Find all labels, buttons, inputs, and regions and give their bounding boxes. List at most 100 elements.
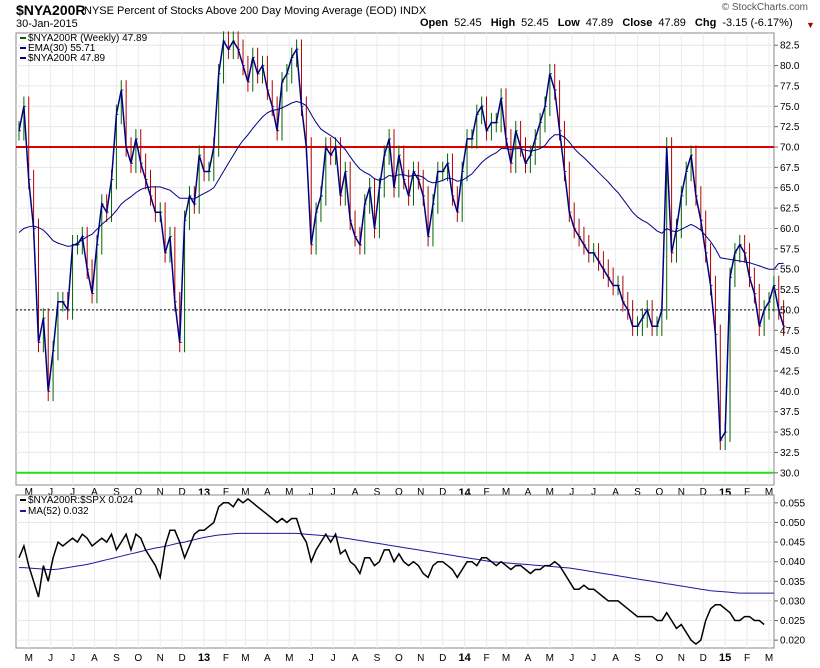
- ratio-x-tick-label: M: [765, 653, 773, 664]
- main-x-tick-label: M: [546, 487, 554, 498]
- chart-date: 30-Jan-2015: [16, 18, 78, 30]
- main-y-tick-label: 77.5: [780, 81, 800, 92]
- main-x-tick-label: A: [352, 487, 359, 498]
- stockcharts-logo: © StockCharts.com: [721, 2, 808, 13]
- main-price-panel: 30.0 32.5 35.0 37.5 40.0 42.5 45.0 47.5 50.0 52.5…: [15, 31, 800, 499]
- main-y-tick-label: 67.5: [780, 163, 800, 174]
- main-x-tick-label: D: [179, 487, 186, 498]
- ratio-x-tick-label: J: [591, 653, 596, 664]
- ratio-x-tick-label: 13: [198, 652, 210, 664]
- low-label: Low: [557, 17, 580, 29]
- ratio-y-tick-label: 0.035: [780, 577, 805, 588]
- ratio-x-tick-label: S: [374, 653, 381, 664]
- open-label: Open: [420, 17, 449, 29]
- ratio-ma-line: [19, 532, 774, 594]
- ratio-y-tick-label: 0.045: [780, 538, 805, 549]
- main-x-tick-label: J: [569, 487, 574, 498]
- main-x-tick-label: N: [678, 487, 685, 498]
- main-y-tick-label: 47.5: [780, 326, 800, 337]
- main-x-tick-label: N: [157, 487, 164, 498]
- main-x-tick-label: M: [241, 487, 249, 498]
- ratio-x-tick-label: M: [285, 653, 293, 664]
- chart-description: NYSE Percent of Stocks Above 200 Day Mov…: [84, 5, 426, 17]
- ratio-x-tick-label: D: [700, 653, 707, 664]
- main-x-tick-label: N: [417, 487, 424, 498]
- ratio-x-tick-label: M: [546, 653, 554, 664]
- high-label: High: [490, 17, 516, 29]
- ratio-x-tick-label: M: [241, 653, 249, 664]
- close-label: Close: [622, 17, 653, 29]
- ratio-x-tick-label: F: [744, 653, 750, 664]
- main-x-tick-label: O: [134, 487, 142, 498]
- main-x-tick-label: M: [502, 487, 510, 498]
- main-x-tick-label: J: [48, 487, 53, 498]
- symbol-label: $NYA200R: [16, 2, 86, 18]
- ratio-x-tick-label: N: [417, 653, 424, 664]
- main-y-tick-label: 75.0: [780, 102, 800, 113]
- chg-label: Chg: [694, 17, 717, 29]
- ratio-series-lines: [18, 497, 774, 646]
- ratio-x-tick-label: A: [91, 653, 98, 664]
- ratio-legend-entry: $NYA200R:$SPX 0.024: [28, 495, 134, 506]
- main-x-tick-label: S: [113, 487, 120, 498]
- close-value: 47.89: [658, 17, 686, 29]
- main-y-tick-label: 82.5: [780, 41, 800, 52]
- main-y-tick-label: 57.5: [780, 244, 800, 255]
- main-x-tick-label: J: [331, 487, 336, 498]
- main-x-tick-label: F: [744, 487, 750, 498]
- main-x-tick-label: J: [591, 487, 596, 498]
- main-y-tick-label: 65.0: [780, 183, 800, 194]
- main-x-tick-label: O: [395, 487, 403, 498]
- ratio-x-tick-label: N: [157, 653, 164, 664]
- main-reference-lines: [16, 146, 774, 474]
- main-x-tick-label: D: [700, 487, 707, 498]
- ratio-x-tick-label: N: [678, 653, 685, 664]
- main-y-tick-label: 52.5: [780, 285, 800, 296]
- main-x-tick-label: M: [25, 487, 33, 498]
- main-y-tick-label: 45.0: [780, 346, 800, 357]
- ratio-x-tick-label: A: [264, 653, 271, 664]
- ratio-x-tick-label: A: [525, 653, 532, 664]
- ratio-y-tick-label: 0.040: [780, 557, 805, 568]
- chg-value: -3.15 (-6.17%): [722, 17, 793, 29]
- main-panel-frame: [15, 32, 775, 486]
- ratio-x-tick-label: J: [569, 653, 574, 664]
- main-y-tick-label: 55.0: [780, 265, 800, 276]
- main-x-tick-label: S: [634, 487, 641, 498]
- main-x-tick-label: A: [612, 487, 619, 498]
- main-x-tick-label: F: [483, 487, 489, 498]
- ratio-x-tick-label: F: [483, 653, 489, 664]
- open-value: 52.45: [454, 17, 482, 29]
- ratio-x-axis-ticks: M J J A S O N D 13 F M A M J J A S O N D 14 F M A M J J A S O N D 15 F M: [25, 652, 774, 664]
- high-value: 52.45: [521, 17, 549, 29]
- main-x-tick-label: A: [91, 487, 98, 498]
- ratio-x-tick-label: F: [223, 653, 229, 664]
- ratio-y-tick-label: 0.030: [780, 596, 805, 607]
- main-y-tick-label: 40.0: [780, 387, 800, 398]
- main-legend-entry: $NYA200R 47.89: [28, 53, 106, 64]
- exchange-label: INDX: [399, 5, 427, 17]
- main-x-tick-label: O: [656, 487, 664, 498]
- main-x-tick-label: J: [70, 487, 75, 498]
- ratio-panel: 0.020 0.025 0.030 0.035 0.040 0.045 0.050 0.055…: [15, 494, 805, 664]
- ohlc-stats: Open 52.45 High 52.45 Low 47.89 Close 47.89 …: [420, 17, 799, 29]
- main-y-tick-label: 37.5: [780, 407, 800, 418]
- main-y-tick-label: 72.5: [780, 122, 800, 133]
- main-series-lines: [18, 38, 785, 443]
- main-legend-entry: $NYA200R (Weekly) 47.89: [28, 33, 148, 44]
- ratio-x-tick-label: O: [656, 653, 664, 664]
- main-legend-entry: EMA(30) 55.71: [28, 43, 96, 54]
- main-x-tick-label: D: [439, 487, 446, 498]
- main-x-axis-ticks: M J J A S O N D 13 F M A M J J A S O N D 14 F M A M J J A S O N D 15 F M: [25, 487, 774, 499]
- ratio-x-tick-label: S: [113, 653, 120, 664]
- main-x-tick-label: A: [264, 487, 271, 498]
- ratio-x-tick-label: J: [309, 653, 314, 664]
- main-y-tick-label: 42.5: [780, 366, 800, 377]
- ratio-x-tick-label: M: [502, 653, 510, 664]
- chevron-down-icon[interactable]: ▼: [806, 20, 815, 30]
- ratio-x-tick-label: J: [331, 653, 336, 664]
- main-x-tick-label: M: [285, 487, 293, 498]
- main-x-tick-label: J: [309, 487, 314, 498]
